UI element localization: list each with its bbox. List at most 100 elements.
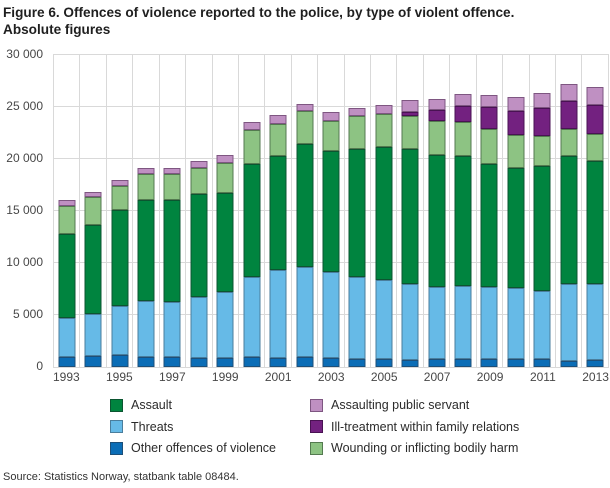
ill-treatment-within-family-relations-swatch-icon xyxy=(310,420,323,433)
bar-2010-segment-ill-treatment-within-family-relations xyxy=(507,111,525,135)
bar-2009-segment-ill-treatment-within-family-relations xyxy=(480,107,498,129)
bar-cell-2009 xyxy=(477,55,504,367)
bar-2002-segment-other-offences-of-violence xyxy=(296,357,313,367)
bar-2013-segment-other-offences-of-violence xyxy=(586,360,604,367)
bar-2009-segment-other-offences-of-violence xyxy=(480,359,498,367)
bar-2003-segment-threats xyxy=(322,272,340,358)
bar-2008-segment-ill-treatment-within-family-relations xyxy=(454,106,472,122)
x-tick-spacer xyxy=(450,370,476,384)
bar-2012-segment-threats xyxy=(560,284,578,361)
bar-2011-segment-threats xyxy=(533,291,551,359)
y-tick-label: 0 xyxy=(36,359,43,373)
bar-2004-segment-wounding-or-inflicting-bodily-harm xyxy=(348,116,366,149)
bar-cell-2011 xyxy=(530,55,557,367)
bar-2004-segment-assault xyxy=(348,149,366,277)
bar-2007-segment-assault xyxy=(428,155,446,287)
bar-cell-2005 xyxy=(371,55,398,367)
legend-column-2: Assaulting public servant Ill-treatment w… xyxy=(310,398,519,463)
bar-2005-segment-other-offences-of-violence xyxy=(375,359,393,367)
bar-1993-segment-wounding-or-inflicting-bodily-harm xyxy=(58,206,76,234)
legend-label: Ill-treatment within family relations xyxy=(331,419,520,434)
bar-1995 xyxy=(111,180,129,367)
threats-swatch-icon xyxy=(110,420,123,433)
bar-2004-segment-threats xyxy=(348,277,366,359)
gridline xyxy=(54,106,608,107)
bar-cell-1995 xyxy=(107,55,134,367)
bar-2012-segment-assault xyxy=(560,156,578,284)
bar-cell-1998 xyxy=(186,55,213,367)
bar-2004 xyxy=(348,108,366,367)
bar-2005-segment-assault xyxy=(375,147,393,280)
bar-2002-segment-threats xyxy=(296,267,313,357)
bar-1996-segment-assault xyxy=(137,200,155,301)
bar-cell-2012 xyxy=(556,55,583,367)
bar-2010-segment-threats xyxy=(507,288,525,359)
bar-2011-segment-other-offences-of-violence xyxy=(533,359,551,367)
bar-1993 xyxy=(58,200,76,367)
bar-cell-1993 xyxy=(54,55,81,367)
bar-1996-segment-threats xyxy=(137,301,155,357)
y-tick-label: 5 000 xyxy=(12,307,43,321)
x-tick-spacer xyxy=(186,370,212,384)
bar-1998-segment-threats xyxy=(190,297,208,358)
bar-1994-segment-other-offences-of-violence xyxy=(84,356,102,367)
bar-cell-1996 xyxy=(133,55,160,367)
y-tick-label: 10 000 xyxy=(6,255,43,269)
bar-1998-segment-other-offences-of-violence xyxy=(190,358,208,367)
bar-1997-segment-wounding-or-inflicting-bodily-harm xyxy=(163,174,181,200)
chart-title-line1: Figure 6. Offences of violence reported … xyxy=(3,5,515,20)
bar-1994 xyxy=(84,192,102,367)
bar-2005-segment-threats xyxy=(375,280,393,359)
bar-2012-segment-other-offences-of-violence xyxy=(560,361,578,367)
y-tick-label: 20 000 xyxy=(6,151,43,165)
bar-2001-segment-wounding-or-inflicting-bodily-harm xyxy=(269,124,287,156)
bar-2005-segment-wounding-or-inflicting-bodily-harm xyxy=(375,114,393,147)
bar-2008-segment-threats xyxy=(454,286,472,359)
bar-2000-segment-wounding-or-inflicting-bodily-harm xyxy=(243,130,261,164)
bar-2008-segment-assaulting-public-servant xyxy=(454,94,472,106)
bar-2008-segment-other-offences-of-violence xyxy=(454,359,472,367)
legend-column-1: Assault Threats Other offences of violence xyxy=(110,398,310,463)
legend-item-ill-treatment-within-family-relations: Ill-treatment within family relations xyxy=(310,420,519,434)
bar-2013-segment-wounding-or-inflicting-bodily-harm xyxy=(586,134,604,161)
bar-2006-segment-assaulting-public-servant xyxy=(401,100,419,112)
bar-2006-segment-assault xyxy=(401,149,419,284)
bar-1998-segment-assaulting-public-servant xyxy=(190,161,208,168)
bar-2008-segment-assault xyxy=(454,156,472,286)
bar-1999-segment-wounding-or-inflicting-bodily-harm xyxy=(216,163,234,193)
bar-cell-1999 xyxy=(213,55,239,367)
bar-2006-segment-threats xyxy=(401,284,419,360)
bar-1993-segment-other-offences-of-violence xyxy=(58,357,76,367)
assaulting-public-servant-swatch-icon xyxy=(310,398,323,412)
y-tick-label: 25 000 xyxy=(6,99,43,113)
wounding-or-inflicting-bodily-harm-swatch-icon xyxy=(310,441,323,455)
bar-1997 xyxy=(163,168,181,367)
bar-2001-segment-assault xyxy=(269,156,287,270)
bar-2011-segment-ill-treatment-within-family-relations xyxy=(533,108,551,136)
bar-1999-segment-assault xyxy=(216,193,234,292)
y-tick-label: 30 000 xyxy=(6,47,43,61)
bar-2009-segment-wounding-or-inflicting-bodily-harm xyxy=(480,129,498,164)
x-tick-spacer xyxy=(292,370,318,384)
bar-1995-segment-other-offences-of-violence xyxy=(111,355,129,367)
bar-2010-segment-other-offences-of-violence xyxy=(507,359,525,367)
bar-1998-segment-assault xyxy=(190,194,208,297)
bar-1996-segment-other-offences-of-violence xyxy=(137,357,155,367)
bar-2011 xyxy=(533,93,551,367)
bar-2013-segment-assault xyxy=(586,161,604,284)
bar-cell-2006 xyxy=(397,55,424,367)
bar-cell-2004 xyxy=(345,55,372,367)
legend-label: Wounding or inflicting bodily harm xyxy=(331,441,519,455)
bar-2012-segment-ill-treatment-within-family-relations xyxy=(560,101,578,129)
x-tick-label: 2005 xyxy=(370,370,398,384)
legend: Assault Threats Other offences of violence… xyxy=(110,398,519,463)
x-tick-label: 1999 xyxy=(211,370,239,384)
bar-2007-segment-assaulting-public-servant xyxy=(428,99,446,110)
bar-2006 xyxy=(401,100,419,367)
bar-2002-segment-wounding-or-inflicting-bodily-harm xyxy=(296,111,313,144)
plot-area xyxy=(53,54,609,368)
bar-2000-segment-assault xyxy=(243,164,261,277)
bar-2004-segment-other-offences-of-violence xyxy=(348,359,366,367)
y-tick-label: 15 000 xyxy=(6,203,43,217)
